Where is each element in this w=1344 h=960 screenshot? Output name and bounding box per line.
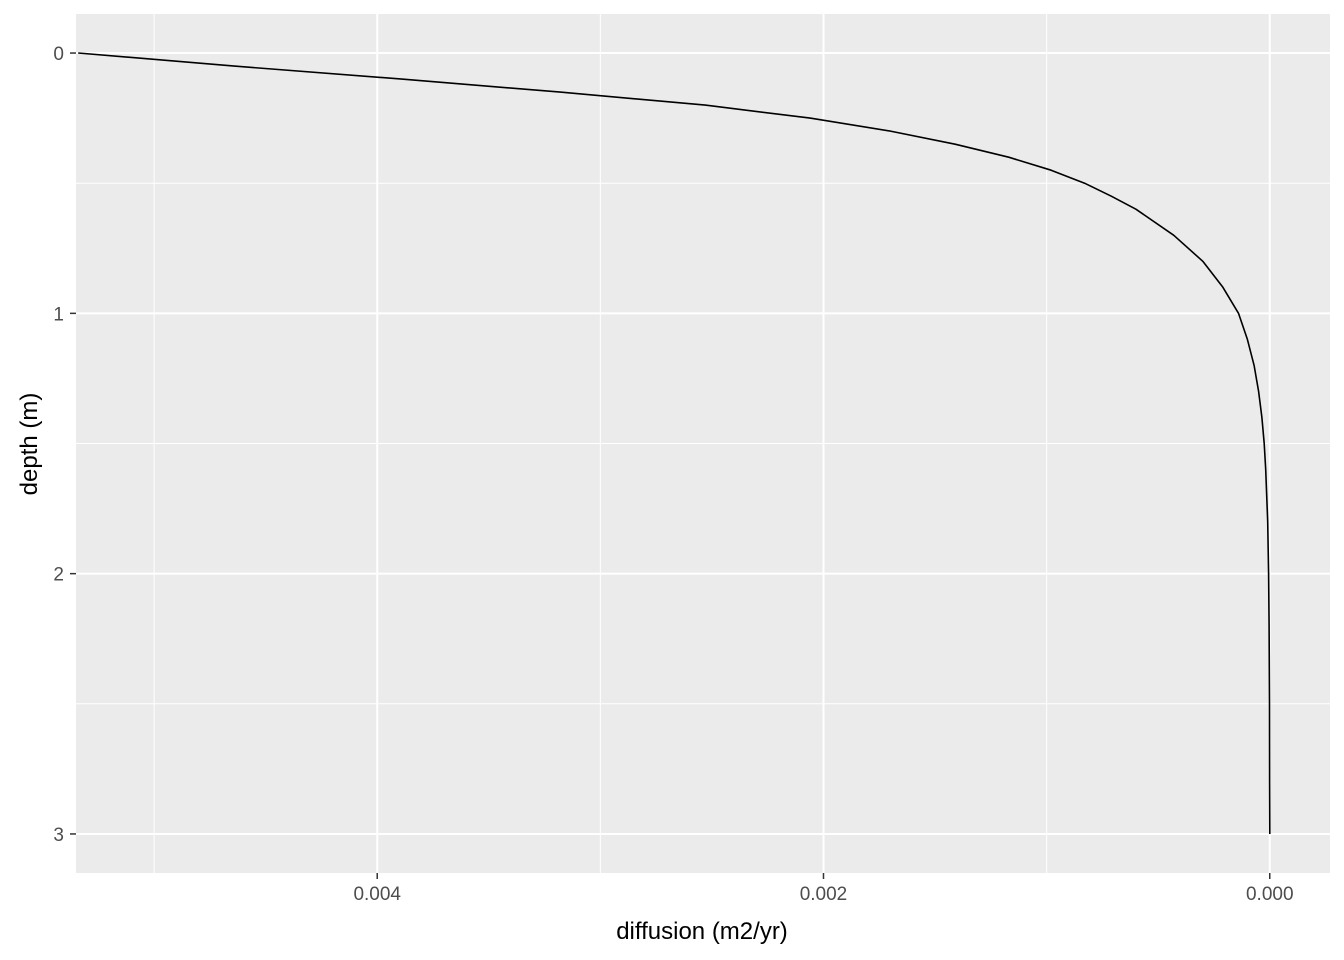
y-axis-title: depth (m) xyxy=(16,393,43,496)
series-layer xyxy=(78,52,1271,835)
y-axis: 0 1 2 3 xyxy=(53,44,76,846)
series-line-0 xyxy=(78,52,1271,835)
y-tick-label: 3 xyxy=(53,825,64,846)
x-tick-label: 0.000 xyxy=(1246,884,1294,905)
y-tick-label: 2 xyxy=(53,565,64,586)
x-axis: 0.004 0.002 0.000 xyxy=(353,873,1294,905)
major-gridlines xyxy=(76,14,1330,873)
y-tick-label: 0 xyxy=(53,44,64,65)
x-axis-title: diffusion (m2/yr) xyxy=(616,918,788,945)
minor-gridlines xyxy=(76,14,1330,873)
y-tick-label: 1 xyxy=(53,304,64,325)
x-tick-label: 0.002 xyxy=(800,884,848,905)
x-tick-label: 0.004 xyxy=(353,884,401,905)
